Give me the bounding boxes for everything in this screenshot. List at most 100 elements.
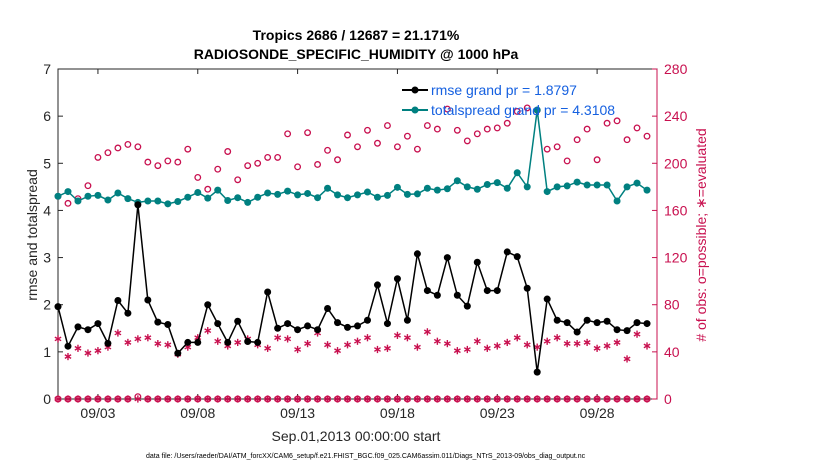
obs_evaluated-point bbox=[453, 347, 461, 355]
obs_evaluated-point bbox=[413, 343, 421, 351]
obs_evaluated-point bbox=[264, 344, 272, 352]
totalspread-point bbox=[314, 194, 322, 202]
obs_evaluated-point bbox=[64, 352, 72, 361]
obs_possible-point bbox=[294, 163, 302, 171]
totalspread-point bbox=[433, 186, 441, 194]
totalspread-point bbox=[154, 197, 162, 205]
rmse-point bbox=[633, 319, 641, 327]
rmse-point bbox=[583, 316, 591, 324]
obs_zero_evaluated-point bbox=[543, 395, 551, 403]
x-tick-label: 09/18 bbox=[380, 405, 415, 421]
obs_possible-point bbox=[523, 104, 531, 112]
y2-tick-label: 240 bbox=[664, 108, 688, 124]
rmse-point bbox=[453, 291, 461, 299]
rmse-point bbox=[383, 320, 391, 328]
rmse-point bbox=[134, 201, 142, 209]
obs_possible-point bbox=[364, 126, 371, 134]
obs_evaluated-point bbox=[443, 340, 451, 348]
obs_evaluated-point bbox=[483, 344, 491, 352]
y-axis-label: rmse and totalspread bbox=[24, 169, 40, 301]
rmse-point bbox=[304, 322, 312, 330]
totalspread-point bbox=[294, 191, 302, 199]
totalspread-point bbox=[304, 189, 312, 197]
rmse-point bbox=[204, 301, 212, 309]
obs_evaluated-point bbox=[603, 342, 611, 350]
rmse-point bbox=[533, 368, 541, 376]
x-tick-label: 09/08 bbox=[180, 405, 215, 421]
plot-area: 09/03 09/08 09/13 09/18 09/23 09/28 0 1 2 3 4 5 6 7 0 4… bbox=[43, 61, 687, 421]
totalspread-point bbox=[533, 106, 541, 114]
totalspread-point bbox=[393, 183, 401, 191]
obs_possible-point bbox=[513, 107, 521, 115]
obs_possible-point bbox=[234, 176, 242, 184]
y-tick-label: 5 bbox=[43, 155, 51, 171]
legend: rmse grand pr = 1.8797 totalspread grand… bbox=[402, 82, 615, 118]
obs_zero_evaluated-point bbox=[403, 395, 411, 403]
obs_evaluated-point bbox=[54, 335, 62, 343]
obs_evaluated-point bbox=[503, 338, 511, 347]
rmse-point bbox=[563, 319, 571, 327]
obs_zero_evaluated-point bbox=[354, 395, 361, 403]
totalspread-point bbox=[613, 197, 621, 205]
obs_zero_evaluated-point bbox=[523, 395, 531, 403]
obs_zero_evaluated-point bbox=[334, 395, 342, 403]
obs_zero_evaluated-point bbox=[144, 395, 152, 403]
totalspread-point bbox=[64, 188, 72, 196]
obs_possible-point bbox=[384, 122, 391, 130]
totalspread-point bbox=[84, 192, 92, 200]
rmse-line bbox=[57, 204, 648, 373]
rmse-point bbox=[184, 338, 192, 346]
obs_zero_evaluated-point bbox=[94, 395, 102, 403]
obs_evaluated-point bbox=[543, 337, 551, 345]
rmse-point bbox=[603, 317, 611, 325]
totalspread-point bbox=[174, 197, 182, 205]
obs_zero_evaluated-point bbox=[324, 395, 332, 403]
rmse-point bbox=[513, 253, 521, 261]
obs_zero_evaluated-point bbox=[84, 395, 92, 403]
obs_possible-point bbox=[264, 153, 272, 161]
totalspread-point bbox=[164, 200, 172, 208]
obs_evaluated-point bbox=[373, 345, 381, 354]
totalspread-point bbox=[623, 183, 631, 191]
obs_possible-point bbox=[164, 157, 172, 165]
obs_zero_evaluated-point bbox=[64, 395, 72, 403]
obs_evaluated-point bbox=[344, 341, 351, 349]
legend-totalspread-label: totalspread grand pr = 4.3108 bbox=[431, 102, 615, 118]
totalspread-point bbox=[144, 197, 152, 205]
rmse-point bbox=[154, 318, 162, 326]
x-tick-label: 09/03 bbox=[80, 405, 115, 421]
totalspread-point bbox=[354, 191, 361, 199]
obs_possible-point bbox=[433, 125, 441, 133]
obs_zero_evaluated-point bbox=[423, 395, 431, 403]
obs_zero_evaluated-point bbox=[304, 395, 312, 403]
obs_evaluated-point bbox=[553, 334, 561, 342]
y-tick-label: 1 bbox=[43, 344, 51, 360]
y2-tick-label: 0 bbox=[664, 391, 672, 407]
y-tick-label: 7 bbox=[43, 61, 51, 77]
obs_possible-point bbox=[563, 157, 571, 165]
obs_zero_evaluated-point bbox=[573, 395, 581, 403]
obs_possible-point bbox=[553, 143, 561, 151]
obs_zero_evaluated-point bbox=[563, 395, 571, 403]
totalspread-point bbox=[513, 169, 521, 177]
rmse-point bbox=[334, 319, 342, 327]
totalspread-point bbox=[234, 194, 242, 202]
obs_evaluated-point bbox=[364, 334, 371, 342]
totalspread-point bbox=[124, 195, 132, 203]
rmse-point bbox=[144, 296, 152, 304]
rmse-point bbox=[344, 323, 352, 331]
totalspread-point bbox=[413, 190, 421, 198]
obs_possible-point bbox=[94, 153, 102, 161]
obs_evaluated-point bbox=[473, 337, 481, 345]
obs_possible-point bbox=[334, 156, 341, 164]
obs_zero_evaluated-point bbox=[364, 395, 371, 403]
obs_evaluated-point bbox=[94, 347, 102, 355]
y-tick-label: 3 bbox=[43, 250, 51, 266]
totalspread-point bbox=[284, 187, 292, 195]
obs_possible-point bbox=[603, 119, 611, 127]
y2-tick-label: 120 bbox=[664, 250, 688, 266]
obs_zero_evaluated-point bbox=[463, 395, 471, 403]
rmse-point bbox=[593, 319, 601, 327]
obs_possible-point bbox=[583, 125, 591, 133]
totalspread-point bbox=[274, 190, 282, 198]
